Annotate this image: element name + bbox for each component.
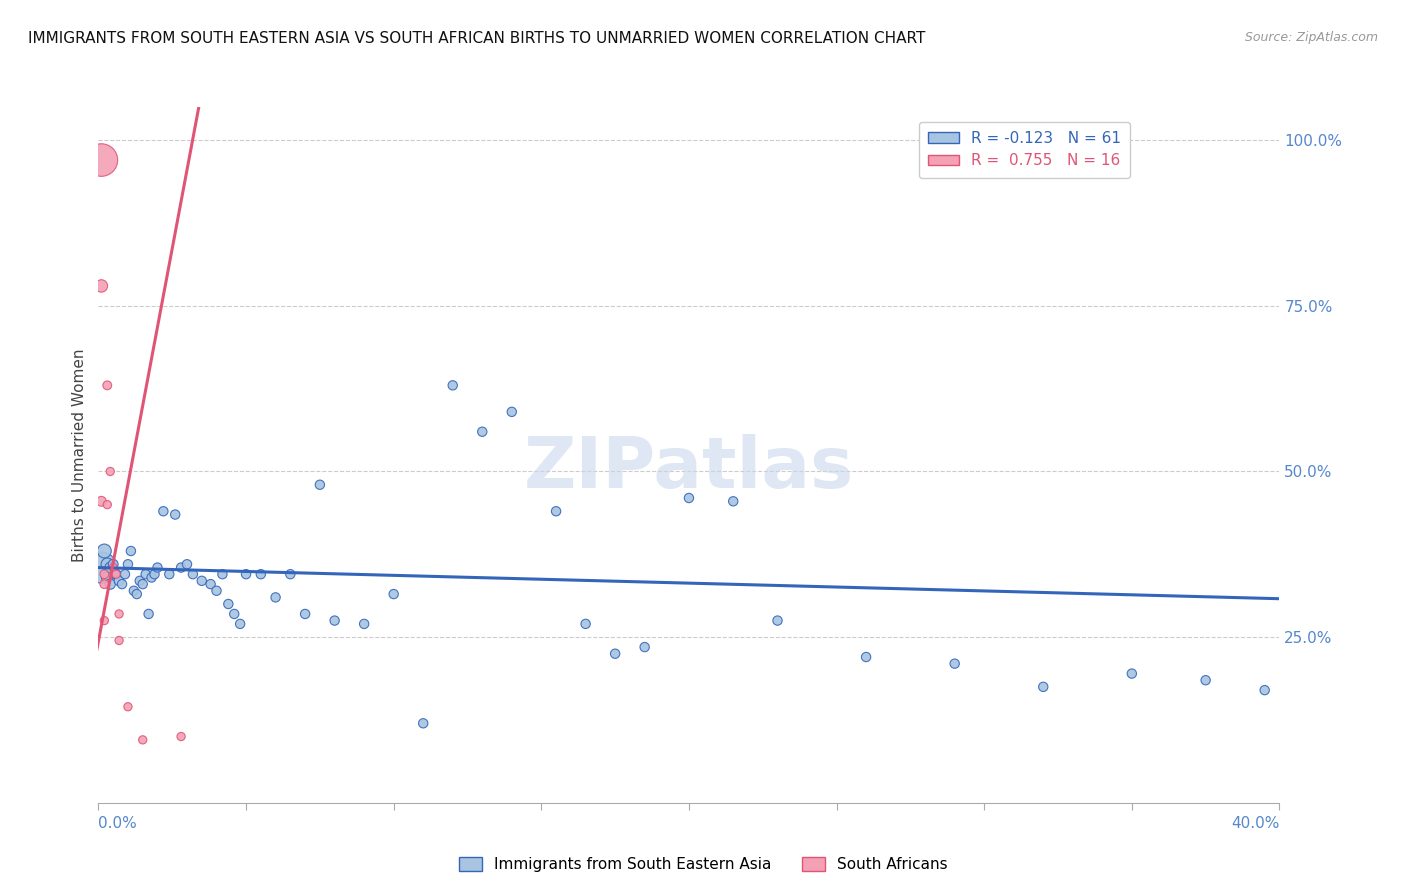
Point bbox=[122, 583, 145, 598]
Point bbox=[135, 567, 157, 582]
Point bbox=[108, 607, 131, 621]
Point bbox=[382, 587, 405, 601]
Point bbox=[132, 577, 155, 591]
Point bbox=[93, 544, 115, 558]
Text: 0.0%: 0.0% bbox=[98, 816, 138, 831]
Point bbox=[1121, 666, 1143, 681]
Point bbox=[105, 567, 128, 582]
Point bbox=[170, 560, 193, 574]
Point bbox=[90, 494, 112, 508]
Point bbox=[152, 504, 174, 518]
Point bbox=[146, 560, 169, 574]
Point bbox=[103, 558, 125, 572]
Point bbox=[165, 508, 187, 522]
Point bbox=[176, 558, 198, 572]
Point bbox=[191, 574, 214, 588]
Point bbox=[766, 614, 789, 628]
Point bbox=[117, 558, 139, 572]
Point bbox=[294, 607, 316, 621]
Point bbox=[96, 558, 118, 572]
Point bbox=[181, 567, 204, 582]
Point bbox=[132, 732, 155, 747]
Y-axis label: Births to Unmarried Women: Births to Unmarried Women bbox=[72, 348, 87, 562]
Point bbox=[143, 567, 166, 582]
Point bbox=[229, 616, 252, 631]
Text: IMMIGRANTS FROM SOUTH EASTERN ASIA VS SOUTH AFRICAN BIRTHS TO UNMARRIED WOMEN CO: IMMIGRANTS FROM SOUTH EASTERN ASIA VS SO… bbox=[28, 31, 925, 46]
Point bbox=[90, 560, 112, 574]
Point bbox=[128, 574, 150, 588]
Point bbox=[98, 577, 121, 591]
Point bbox=[412, 716, 434, 731]
Point bbox=[141, 570, 163, 584]
Point bbox=[93, 614, 115, 628]
Point bbox=[96, 570, 118, 584]
Point bbox=[441, 378, 464, 392]
Point bbox=[96, 378, 118, 392]
Point bbox=[93, 567, 115, 582]
Point bbox=[105, 567, 128, 582]
Point bbox=[353, 616, 375, 631]
Point bbox=[678, 491, 700, 505]
Point bbox=[278, 567, 302, 582]
Point bbox=[108, 633, 131, 648]
Point bbox=[117, 699, 139, 714]
Point bbox=[125, 587, 148, 601]
Point bbox=[98, 560, 121, 574]
Point bbox=[103, 560, 125, 574]
Point bbox=[855, 650, 877, 665]
Point bbox=[98, 465, 121, 479]
Point bbox=[1195, 673, 1218, 688]
Point bbox=[211, 567, 233, 582]
Text: ZIPatlas: ZIPatlas bbox=[524, 434, 853, 503]
Point bbox=[224, 607, 246, 621]
Point bbox=[1254, 683, 1277, 698]
Point bbox=[501, 405, 523, 419]
Point bbox=[323, 614, 346, 628]
Point bbox=[546, 504, 568, 518]
Point bbox=[96, 498, 118, 512]
Point bbox=[250, 567, 273, 582]
Point bbox=[574, 616, 596, 631]
Text: 40.0%: 40.0% bbox=[1232, 816, 1279, 831]
Point bbox=[90, 279, 112, 293]
Point bbox=[170, 730, 193, 744]
Point bbox=[633, 640, 655, 654]
Legend: R = -0.123   N = 61, R =  0.755   N = 16: R = -0.123 N = 61, R = 0.755 N = 16 bbox=[920, 121, 1130, 178]
Point bbox=[723, 494, 745, 508]
Point bbox=[605, 647, 627, 661]
Point bbox=[200, 577, 222, 591]
Point bbox=[157, 567, 180, 582]
Point bbox=[1032, 680, 1054, 694]
Point bbox=[471, 425, 494, 439]
Point bbox=[309, 477, 332, 491]
Point bbox=[217, 597, 239, 611]
Point bbox=[93, 577, 115, 591]
Point bbox=[943, 657, 966, 671]
Point bbox=[235, 567, 257, 582]
Point bbox=[264, 591, 287, 605]
Legend: Immigrants from South Eastern Asia, South Africans: Immigrants from South Eastern Asia, Sout… bbox=[451, 849, 955, 880]
Point bbox=[114, 567, 136, 582]
Point bbox=[108, 574, 131, 588]
Point bbox=[90, 153, 112, 167]
Point bbox=[111, 577, 134, 591]
Text: Source: ZipAtlas.com: Source: ZipAtlas.com bbox=[1244, 31, 1378, 45]
Point bbox=[120, 544, 142, 558]
Point bbox=[205, 583, 228, 598]
Point bbox=[138, 607, 160, 621]
